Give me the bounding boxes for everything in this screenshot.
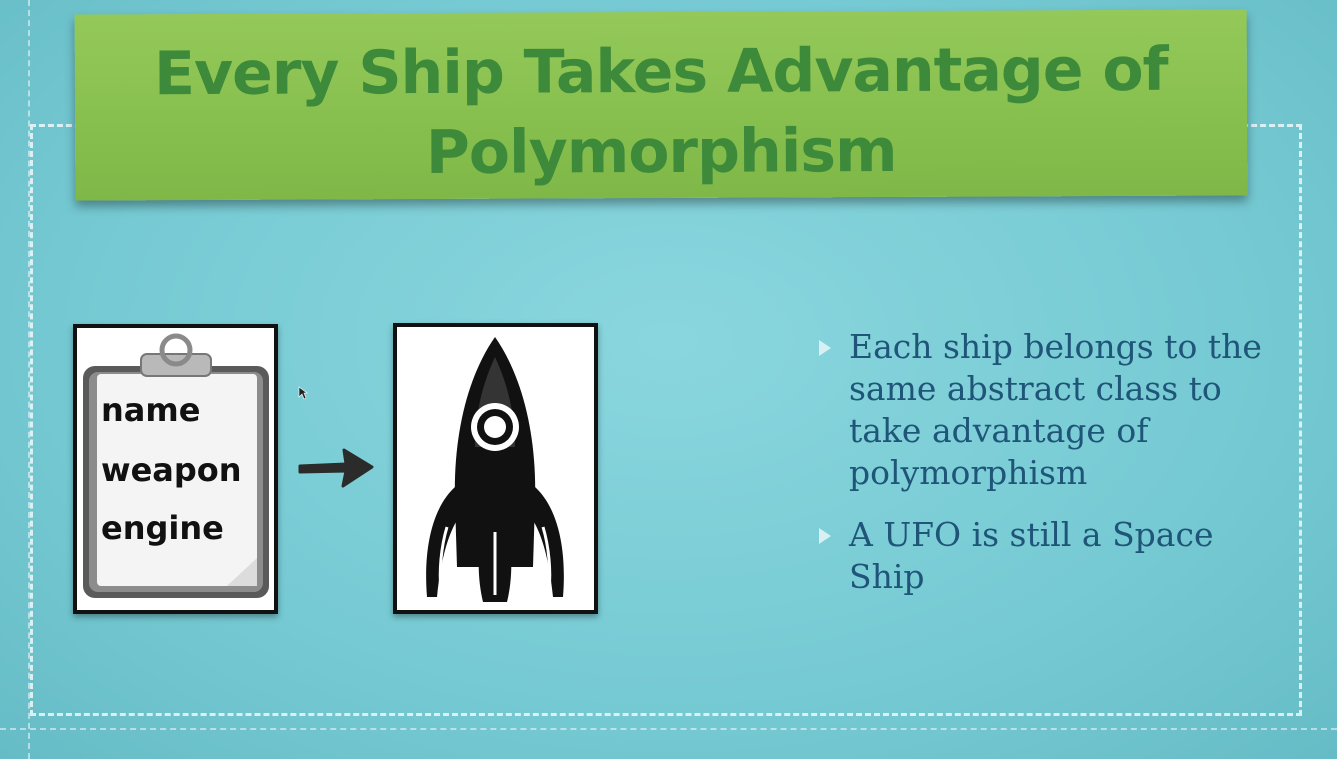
- clipboard-icon: [83, 333, 269, 598]
- arrow-right-icon: [298, 448, 374, 488]
- bullet-text: A UFO is still a Space Ship: [849, 515, 1214, 596]
- rocket-icon: [426, 337, 564, 602]
- stitch-bottom-edge: [0, 728, 1337, 730]
- mouse-cursor-icon: [298, 386, 308, 400]
- clipboard-image: name weapon engine: [73, 324, 278, 614]
- bullet-list: Each ship belongs to the same abstract c…: [815, 326, 1285, 618]
- clipboard-field-weapon: weapon: [101, 451, 242, 489]
- triangle-bullet-icon: [819, 528, 831, 544]
- slide-title: Every Ship Takes Advantage of Polymorphi…: [153, 34, 1168, 189]
- bullet-text: Each ship belongs to the same abstract c…: [849, 327, 1262, 492]
- triangle-bullet-icon: [819, 340, 831, 356]
- clipboard-field-name: name: [101, 391, 201, 429]
- clipboard-field-engine: engine: [101, 509, 224, 547]
- stitch-left-edge: [28, 0, 30, 759]
- bullet-item: Each ship belongs to the same abstract c…: [815, 326, 1285, 494]
- bullet-item: A UFO is still a Space Ship: [815, 514, 1285, 598]
- title-banner: Every Ship Takes Advantage of Polymorphi…: [74, 9, 1248, 201]
- rocket-image: [393, 323, 598, 614]
